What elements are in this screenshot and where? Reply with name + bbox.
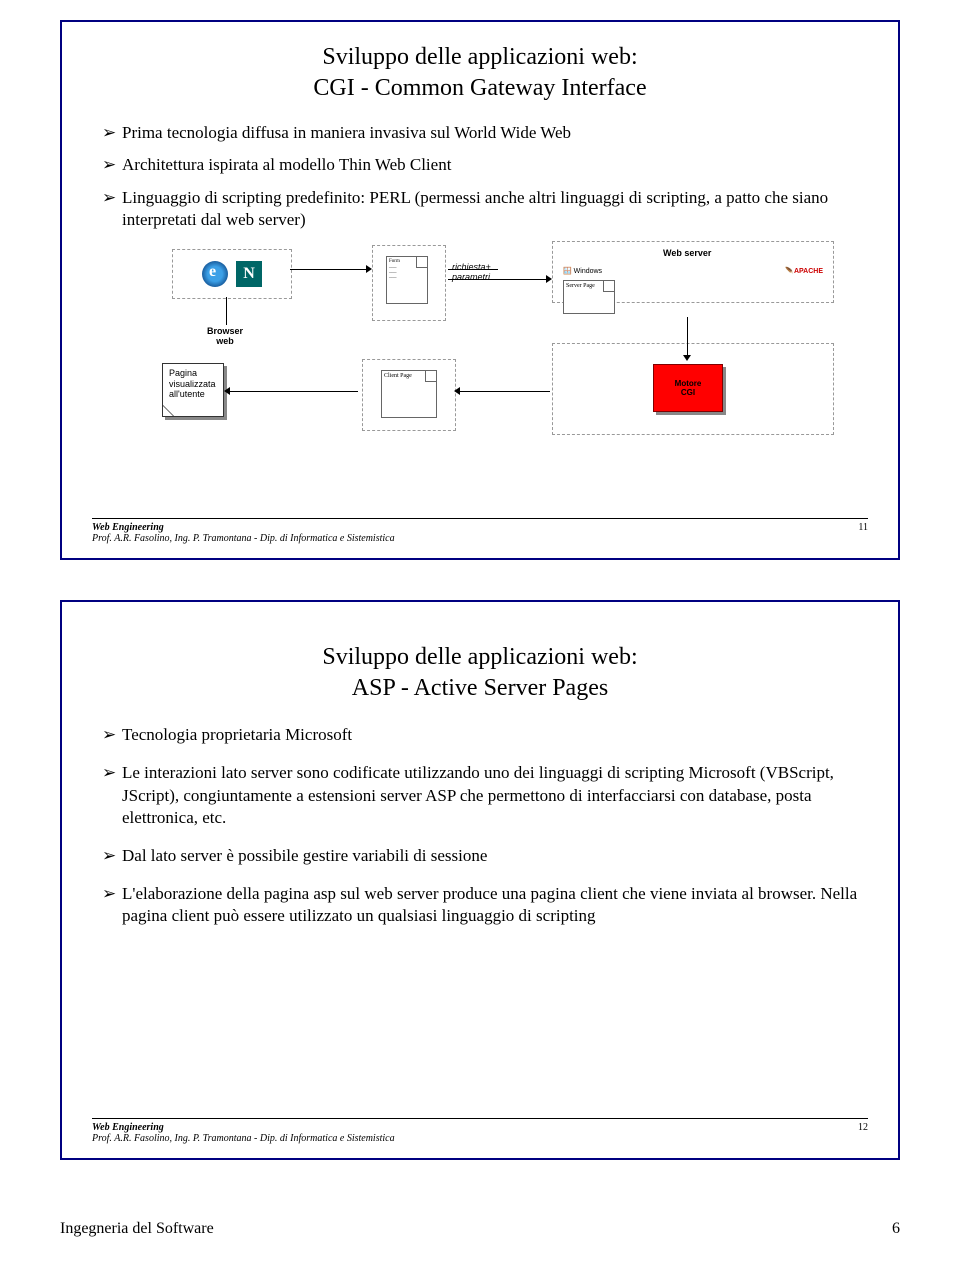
motore-l1: Motore [675, 379, 702, 388]
slide-1-title: Sviluppo delle applicazioni web: CGI - C… [92, 42, 868, 104]
arrow [460, 391, 550, 392]
page-footer: Ingegneria del Software 6 [60, 1200, 900, 1248]
server-page-label: Server Page [566, 283, 595, 289]
arrow-head [683, 355, 691, 361]
pagina-l1: Pagina [169, 368, 197, 378]
bullet: Le interazioni lato server sono codifica… [102, 762, 868, 828]
title-line-2: ASP - Active Server Pages [352, 675, 608, 701]
bullet: L'elaborazione della pagina asp sul web … [102, 883, 868, 927]
slide-2-title: Sviluppo delle applicazioni web: ASP - A… [92, 642, 868, 704]
client-page-label: Client Page [384, 373, 412, 379]
slide-1-bullets: Prima tecnologia diffusa in maniera inva… [92, 122, 868, 230]
slide-page-num: 11 [858, 522, 868, 544]
bullet: Architettura ispirata al modello Thin We… [102, 154, 868, 176]
motore-box: Motore CGI [552, 343, 834, 435]
page-footer-right: 6 [892, 1220, 900, 1238]
server-page-icon: Server Page [563, 280, 615, 314]
pagina-note: Pagina visualizzata all'utente [162, 363, 224, 417]
footer-course: Web Engineering [92, 522, 164, 533]
motore-l2: CGI [681, 388, 695, 397]
footer-left: Web Engineering Prof. A.R. Fasolino, Ing… [92, 1122, 395, 1144]
arrow [290, 269, 368, 270]
ie-icon [202, 261, 228, 287]
arrow [687, 317, 688, 357]
slide-2-footer: Web Engineering Prof. A.R. Fasolino, Ing… [92, 1118, 868, 1144]
arrow [448, 269, 498, 270]
slide-page-num: 12 [858, 1122, 868, 1144]
arrow-head [546, 275, 552, 283]
footer-author: Prof. A.R. Fasolino, Ing. P. Tramontana … [92, 533, 395, 544]
browsers-box: N [172, 249, 292, 299]
page-footer-left: Ingegneria del Software [60, 1220, 214, 1238]
footer-left: Web Engineering Prof. A.R. Fasolino, Ing… [92, 522, 395, 544]
arrow [226, 297, 227, 325]
arrow-head [224, 387, 230, 395]
bullet: Linguaggio di scripting predefinito: PER… [102, 187, 868, 231]
windows-logo: 🪟 Windows [563, 260, 602, 278]
bullet: Tecnologia proprietaria Microsoft [102, 724, 868, 746]
arrow-head [454, 387, 460, 395]
bullet: Prima tecnologia diffusa in maniera inva… [102, 122, 868, 144]
arrow [230, 391, 358, 392]
title-line-2: CGI - Common Gateway Interface [313, 75, 646, 101]
arrow-head [366, 265, 372, 273]
footer-course: Web Engineering [92, 1122, 164, 1133]
browser-label: Browserweb [207, 327, 243, 347]
cgi-diagram: N Web server 🪟 Windows 🪶APACHE Server Pa… [92, 241, 868, 471]
webserver-box: Web server 🪟 Windows 🪶APACHE Server Page [552, 241, 834, 303]
arrow [448, 279, 548, 280]
motore-cgi-box: Motore CGI [653, 364, 723, 412]
apache-logo: 🪶APACHE [785, 260, 823, 278]
pagina-l2: visualizzata [169, 379, 216, 389]
form-box: Form_________ [372, 245, 446, 321]
footer-author: Prof. A.R. Fasolino, Ing. P. Tramontana … [92, 1133, 395, 1144]
form-page-icon: Form_________ [386, 256, 428, 304]
title-line-1: Sviluppo delle applicazioni web: [322, 644, 637, 670]
page: Sviluppo delle applicazioni web: CGI - C… [0, 0, 960, 1268]
client-page-icon: Client Page [381, 370, 437, 418]
title-line-1: Sviluppo delle applicazioni web: [322, 44, 637, 70]
slide-1: Sviluppo delle applicazioni web: CGI - C… [60, 20, 900, 560]
bullet: Dal lato server è possibile gestire vari… [102, 845, 868, 867]
slide-2-bullets: Tecnologia proprietaria Microsoft Le int… [92, 724, 868, 927]
netscape-icon: N [236, 261, 262, 287]
slide-1-footer: Web Engineering Prof. A.R. Fasolino, Ing… [92, 518, 868, 544]
slide-2: Sviluppo delle applicazioni web: ASP - A… [60, 600, 900, 1160]
clientpage-box: Client Page [362, 359, 456, 431]
webserver-label: Web server [663, 248, 711, 258]
pagina-l3: all'utente [169, 389, 205, 399]
